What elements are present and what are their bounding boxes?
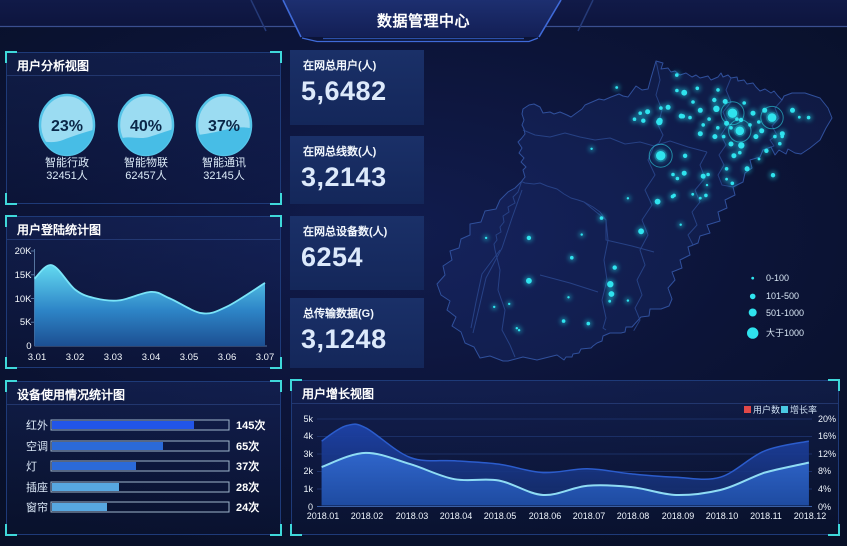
svg-text:空调: 空调 xyxy=(26,439,48,453)
svg-text:2018.12: 2018.12 xyxy=(794,511,827,521)
svg-text:3.07: 3.07 xyxy=(256,352,275,363)
svg-text:37次: 37次 xyxy=(236,459,259,473)
svg-text:4%: 4% xyxy=(818,484,831,494)
svg-text:32145人: 32145人 xyxy=(203,169,245,182)
svg-text:0%: 0% xyxy=(818,502,831,512)
svg-text:2018.02: 2018.02 xyxy=(351,511,384,521)
svg-text:3.06: 3.06 xyxy=(218,352,237,363)
svg-text:10K: 10K xyxy=(15,294,33,305)
svg-text:2018.03: 2018.03 xyxy=(396,511,429,521)
svg-text:2018.09: 2018.09 xyxy=(662,511,695,521)
svg-text:12%: 12% xyxy=(818,449,836,459)
svg-text:23%: 23% xyxy=(51,118,83,135)
svg-text:2018.06: 2018.06 xyxy=(529,511,562,521)
svg-text:62457人: 62457人 xyxy=(125,169,167,182)
svg-text:8%: 8% xyxy=(818,466,831,476)
svg-text:3k: 3k xyxy=(303,449,313,459)
svg-text:3.05: 3.05 xyxy=(180,352,199,363)
svg-text:红外: 红外 xyxy=(26,419,48,432)
svg-text:3.01: 3.01 xyxy=(28,352,47,363)
svg-text:5K: 5K xyxy=(20,317,32,328)
svg-text:4k: 4k xyxy=(303,431,313,441)
svg-text:5k: 5k xyxy=(303,414,313,424)
svg-text:3.04: 3.04 xyxy=(142,352,161,363)
svg-text:窗帘: 窗帘 xyxy=(26,500,48,514)
svg-text:501-1000: 501-1000 xyxy=(766,308,804,318)
svg-text:28次: 28次 xyxy=(236,480,259,494)
svg-text:大于1000: 大于1000 xyxy=(766,327,804,338)
svg-text:32451人: 32451人 xyxy=(46,169,88,182)
svg-text:2018.04: 2018.04 xyxy=(440,511,473,521)
svg-text:2k: 2k xyxy=(303,466,313,476)
svg-text:20K: 20K xyxy=(15,246,33,257)
svg-text:15K: 15K xyxy=(15,270,33,281)
svg-text:2018.10: 2018.10 xyxy=(706,511,739,521)
svg-text:2018.11: 2018.11 xyxy=(750,511,782,521)
svg-text:用户数: 用户数 xyxy=(753,405,780,415)
svg-text:0: 0 xyxy=(26,341,31,352)
svg-text:20%: 20% xyxy=(818,414,836,424)
svg-text:65次: 65次 xyxy=(236,439,259,453)
svg-text:145次: 145次 xyxy=(236,418,265,432)
svg-text:40%: 40% xyxy=(130,118,162,135)
svg-text:灯: 灯 xyxy=(26,460,37,473)
svg-text:2018.05: 2018.05 xyxy=(484,511,517,521)
svg-text:智能物联: 智能物联 xyxy=(124,155,168,169)
svg-text:101-500: 101-500 xyxy=(766,291,799,301)
svg-text:0-100: 0-100 xyxy=(766,273,789,283)
svg-text:插座: 插座 xyxy=(26,480,48,494)
svg-text:24次: 24次 xyxy=(236,500,259,514)
svg-text:智能通讯: 智能通讯 xyxy=(202,155,246,169)
svg-text:2018.01: 2018.01 xyxy=(307,511,340,521)
svg-text:3.03: 3.03 xyxy=(104,352,123,363)
svg-text:增长率: 增长率 xyxy=(790,405,817,415)
svg-text:1k: 1k xyxy=(303,484,313,494)
svg-text:3.02: 3.02 xyxy=(66,352,85,363)
svg-text:37%: 37% xyxy=(208,118,240,135)
svg-text:2018.07: 2018.07 xyxy=(573,511,606,521)
svg-text:2018.08: 2018.08 xyxy=(617,511,650,521)
svg-text:0: 0 xyxy=(308,502,313,512)
svg-text:16%: 16% xyxy=(818,431,836,441)
svg-text:智能行政: 智能行政 xyxy=(45,155,89,169)
